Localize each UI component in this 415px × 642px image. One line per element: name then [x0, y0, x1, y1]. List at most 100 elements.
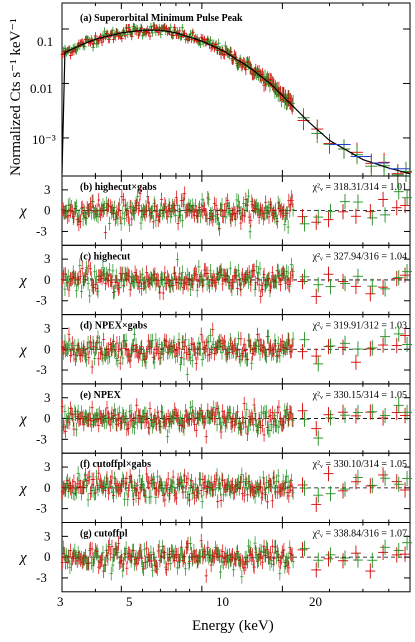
residual-point-series2: [213, 482, 217, 497]
main-point-series2: [216, 38, 221, 48]
residual-point-series2: [137, 468, 141, 483]
residual-point-series2: [266, 480, 270, 494]
residual-point-series2: [159, 419, 163, 434]
residual-point-series1: [378, 467, 389, 483]
residual-point-series2: [96, 548, 100, 563]
residual-point-series1: [311, 562, 322, 578]
residual-point-series1: [338, 483, 349, 499]
residual-point-series1: [262, 427, 266, 442]
residual-point-series1: [107, 273, 111, 288]
residual-point-series1: [168, 201, 172, 216]
residual-point-series2: [276, 336, 280, 351]
residual-point-series2: [91, 194, 95, 209]
residual-point-series1: [75, 553, 79, 568]
residual-point-series1: [219, 493, 223, 508]
residual-point-series2: [141, 267, 145, 282]
residual-point-series2: [81, 212, 85, 226]
residual-point-series2: [299, 480, 310, 496]
residual-point-series1: [275, 405, 279, 420]
main-point-series2: [208, 36, 213, 45]
residual-point-series2: [258, 347, 262, 361]
residual-point-series1: [138, 486, 142, 500]
residual-point-series2: [180, 213, 184, 228]
residual-point-series2: [132, 420, 136, 435]
residual-point-series2: [207, 192, 211, 207]
residual-ylabel: χ: [18, 204, 27, 220]
xtick-3: 3: [57, 594, 64, 609]
residual-point-series2: [255, 339, 259, 353]
main-point-series1: [120, 34, 124, 43]
residual-point-series2: [250, 194, 254, 209]
residual-point-series1: [297, 542, 308, 558]
residual-point-series1: [70, 204, 74, 219]
residual-point-series2: [78, 258, 82, 273]
residual-point-series1: [216, 494, 220, 509]
residual-point-series2: [63, 334, 67, 349]
residual-point-series2: [155, 469, 160, 484]
residual-point-series1: [103, 483, 107, 498]
main-point-series1: [172, 23, 177, 32]
residual-point-series1: [178, 266, 182, 281]
residual-point-series1: [236, 343, 240, 358]
residual-point-series1: [85, 473, 89, 488]
residual-ytick: -3: [36, 570, 47, 585]
residual-point-series1: [183, 414, 187, 429]
residual-point-series2: [200, 494, 204, 509]
residual-point-series1: [133, 481, 137, 496]
residual-point-series2: [278, 268, 282, 283]
residual-point-series1: [88, 261, 93, 276]
residual-point-series2: [184, 561, 188, 576]
residual-point-series2: [167, 488, 171, 503]
residual-point-series2: [241, 415, 246, 430]
residual-panel-title: (g) cutoffpl: [80, 529, 128, 540]
residual-point-series2: [188, 400, 193, 415]
residual-point-series2: [69, 557, 74, 572]
residual-point-series2: [240, 569, 244, 584]
residual-point-series2: [184, 484, 188, 499]
residual-point-series1: [247, 409, 251, 424]
residual-point-series2: [188, 536, 193, 551]
residual-ytick: 3: [44, 320, 51, 335]
main-point-series2: [145, 25, 150, 34]
residual-point-series2: [243, 203, 247, 218]
xtick-5: 5: [126, 594, 133, 609]
residual-point-series1: [272, 342, 276, 357]
residual-point-series1: [391, 270, 402, 287]
residual-point-series1: [141, 562, 145, 576]
residual-point-series1: [191, 277, 195, 292]
residual-panel-1: (b) highecut×gabs χ²ᵥ = 318.31/314 = 1.01…: [18, 175, 413, 246]
residual-point-series1: [145, 265, 149, 280]
residual-point-series1: [338, 553, 349, 569]
residual-point-series1: [145, 467, 149, 481]
residual-point-series1: [164, 334, 169, 349]
residual-point-series1: [67, 550, 71, 564]
main-point-series1: [100, 38, 104, 47]
residual-point-series1: [105, 400, 109, 415]
residual-point-series1: [189, 336, 193, 351]
residual-point-series2: [146, 344, 150, 359]
residual-point-series2: [299, 411, 310, 427]
residual-point-series1: [176, 216, 180, 231]
residual-point-series2: [98, 335, 102, 350]
main-point-series1: [191, 28, 195, 37]
residual-panel-2: (c) highecut χ²ᵥ = 327.94/316 = 1.04 3 0 -3 χ: [18, 244, 413, 316]
residual-point-series2: [274, 418, 279, 433]
residual-point-series2: [106, 350, 110, 365]
residual-point-series1: [259, 551, 263, 566]
residual-point-series2: [240, 467, 244, 482]
residual-point-series1: [120, 553, 124, 568]
residual-point-series2: [68, 338, 72, 353]
residual-point-series1: [234, 206, 238, 221]
residual-point-series2: [117, 280, 122, 295]
xtick-10: 10: [216, 594, 229, 609]
residual-point-series1: [247, 210, 251, 224]
residual-point-series2: [313, 209, 324, 225]
residual-point-series1: [275, 485, 279, 500]
residual-point-series2: [367, 210, 378, 226]
residual-point-series2: [175, 348, 179, 363]
residual-point-series2: [283, 559, 287, 574]
residual-point-series2: [79, 201, 84, 216]
residual-point-series1: [103, 276, 107, 291]
residual-point-series1: [252, 560, 256, 575]
residual-point-series1: [297, 344, 308, 360]
